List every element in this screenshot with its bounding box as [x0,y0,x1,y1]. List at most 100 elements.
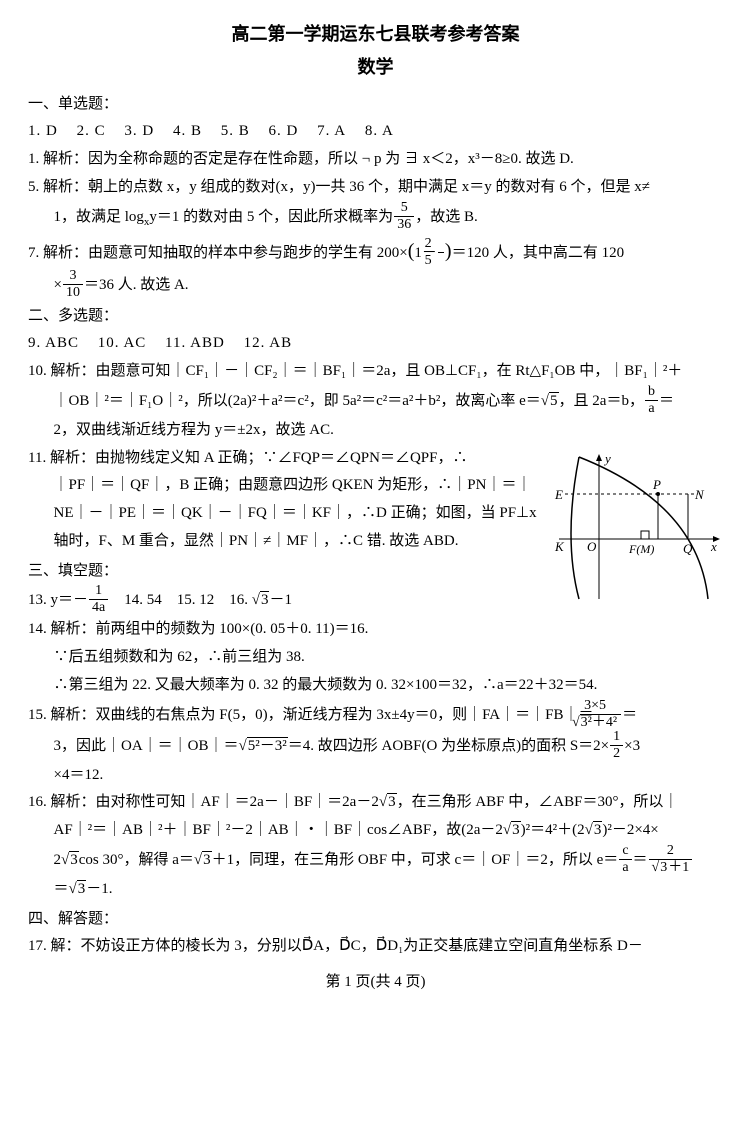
q13-frac: 14a [89,584,108,615]
title-suffix: 参考答案 [448,24,520,44]
lbl-P: P [652,477,661,492]
q7-frac2: 310 [63,269,83,300]
ans-3: 3. D [124,123,154,139]
page-footer: 第 1 页(共 4 页) [28,969,723,997]
q16-l1a: 16. 解析：由对称性可知｜AF｜＝2a－｜BF｜＝2a－2√ [28,794,387,810]
q16-l3: 2√3cos 30°，解得 a＝√3＋1，同理，在三角形 OBF 中，可求 c＝… [28,845,723,876]
ans-6: 6. D [268,123,298,139]
q16-frac1: ca [619,844,631,875]
q7-line2: ×310＝36 人. 故选 A. [28,270,723,301]
page-title: 高二第一学期运东七县联考参考答案 [28,18,723,51]
q16-l2c: )²－2×4× [602,822,658,838]
ans-10: 10. AC [98,335,147,351]
q16-s1: 3 [387,793,397,810]
lbl-K: K [554,539,565,554]
title-main: 高二第一学期运东七县联考 [232,24,448,44]
q15-l2: 3，因此｜OA｜＝｜OB｜＝√5²－3²＝4. 故四边形 AOBF(O 为坐标原… [28,731,723,762]
q15-frac2: 12 [610,730,623,761]
lbl-O: O [587,539,597,554]
q16-l3b: cos 30°，解得 a＝√ [79,852,202,868]
ans-9: 9. ABC [28,335,79,351]
q10-sqrt: 5 [549,392,559,409]
q15-l1b: ＝ [622,707,637,723]
q11-figure: y x E P N K O F(M) Q [553,449,723,615]
q15-l2c: ×3 [624,738,640,754]
q17-l1: 17. 解：不妨设正方体的棱长为 3，分别以D⃗A，D⃗C，D⃗D₁为正交基底建… [28,933,723,961]
lbl-N: N [694,487,705,502]
q13-pre: 13. y＝－ [28,592,88,608]
paren-r: ) [445,240,452,262]
q16-l2b: )²＝4²＋(2√ [521,822,593,838]
ans-14: 14. 54 [124,592,162,608]
q16-l3c: ＋1，同理，在三角形 OBF 中，可求 c＝｜OF｜＝2，所以 e＝ [212,852,619,868]
q15-l2a: 3，因此｜OA｜＝｜OB｜＝√ [54,738,247,754]
q16-s6: 3 [77,880,87,897]
lbl-E: E [554,487,563,502]
q16-l4: ＝√3－1. [28,876,723,904]
q15-l1: 15. 解析：双曲线的右焦点为 F(5，0)，渐近线方程为 3x±4y＝0，则｜… [28,700,723,731]
q7-frac1: 25 [438,237,444,268]
q15-l1a: 15. 解析：双曲线的右焦点为 F(5，0)，渐近线方程为 3x±4y＝0，则｜… [28,707,593,723]
lbl-x: x [710,539,717,554]
q16-l3d: ＝ [633,852,648,868]
q15-frac1: 3×5√3²＋4² [594,699,621,730]
q15-l3: ×4＝12. [28,762,723,790]
q5-l2c: ，故选 B. [415,209,478,225]
q16-s4: 3 [69,851,79,868]
q7-l1b: ＝120 人，其中高二有 120 [452,245,625,261]
q5-frac: 536 [394,201,414,232]
q16-l1b: ，在三角形 ABF 中，∠ABF＝30°，所以｜ [397,794,679,810]
q5-l2a: 1，故满足 log [54,209,144,225]
ans-2: 2. C [77,123,106,139]
lbl-Q: Q [683,541,693,556]
section-single-choice: 一、单选题： [28,91,723,119]
ans-7: 7. A [317,123,346,139]
q7-line1: 7. 解析：由题意可知抽取的样本中参与跑步的学生有 200×(1－25)＝120… [28,233,723,270]
q5-line2: 1，故满足 logxy＝1 的数对由 5 个，因此所求概率为536，故选 B. [28,202,723,233]
multi-choice-answers: 9. ABC 10. AC 11. ABD 12. AB [28,330,723,358]
q5-line1: 5. 解析：朝上的点数 x，y 组成的数对(x，y)一共 36 个，期中满足 x… [28,174,723,202]
q16-l2: AF｜²＝｜AB｜²＋｜BF｜²－2｜AB｜・｜BF｜cos∠ABF，故(2a－… [28,817,723,845]
ans-4: 4. B [173,123,202,139]
subject-line: 数学 [28,51,723,84]
ans-11: 11. ABD [165,335,225,351]
q10-l2: ｜OB｜²＝｜F₁O｜²，所以(2a)²＋a²＝c²，即 5a²＝c²＝a²＋b… [28,386,723,417]
lbl-y: y [603,451,611,466]
section-multi-choice: 二、多选题： [28,303,723,331]
q16-s5: 3 [202,851,212,868]
q16-l3a: 2√ [54,852,70,868]
q16-l4b: －1. [86,881,112,897]
ans-8: 8. A [365,123,394,139]
q16-s3: 3 [593,821,603,838]
q16-l2a: AF｜²＝｜AB｜²＋｜BF｜²－2｜AB｜・｜BF｜cos∠ABF，故(2a－… [54,822,512,838]
q10-l2c: ＝ [659,393,674,409]
q16-l4a: ＝√ [54,881,77,897]
q7-l2b: ＝36 人. 故选 A. [84,277,189,293]
lbl-FM: F(M) [628,542,654,556]
q15-l2b: ＝4. 故四边形 AOBF(O 为坐标原点)的面积 S＝2× [288,738,609,754]
q10-l2a: ｜OB｜²＝｜F₁O｜²，所以(2a)²＋a²＝c²，即 5a²＝c²＝a²＋b… [54,393,550,409]
single-choice-answers: 1. D 2. C 3. D 4. B 5. B 6. D 7. A 8. A [28,118,723,146]
ans-5: 5. B [221,123,250,139]
q14-l3: ∴第三组为 22. 又最大频率为 0. 32 的最大频数为 0. 32×100＝… [28,672,723,700]
q14-l2: ∵后五组频数和为 62，∴前三组为 38. [28,644,723,672]
q5-l2b: y＝1 的数对由 5 个，因此所求概率为 [149,209,393,225]
q10-frac: ba [645,385,658,416]
q10-l2b: ，且 2a＝b， [559,393,644,409]
ans-1: 1. D [28,123,58,139]
parabola-diagram: y x E P N K O F(M) Q [553,449,723,604]
q7-l1a: 7. 解析：由题意可知抽取的样本中参与跑步的学生有 200× [28,245,408,261]
q16-frac2: 2√3＋1 [649,844,693,875]
q10-l3: 2，双曲线渐近线方程为 y＝±2x，故选 AC. [28,417,723,445]
q16-s2: 3 [511,821,521,838]
q16-l1: 16. 解析：由对称性可知｜AF｜＝2a－｜BF｜＝2a－2√3，在三角形 AB… [28,789,723,817]
ans-16-pre: 16. √ [229,592,260,608]
section-solution: 四、解答题： [28,906,723,934]
q10-l1: 10. 解析：由题意可知｜CF₁｜－｜CF₂｜＝｜BF₁｜＝2a，且 OB⊥CF… [28,358,723,386]
q1-explain: 1. 解析：因为全称命题的否定是存在性命题，所以 ¬ p 为 ∃ x＜2，x³－… [28,146,723,174]
ans-12: 12. AB [244,335,293,351]
q7-l2a: × [54,277,62,293]
q15-sqrt2: 5²－3² [247,737,288,754]
ans-15: 15. 12 [177,592,215,608]
ans-16-post: －1 [269,592,292,608]
